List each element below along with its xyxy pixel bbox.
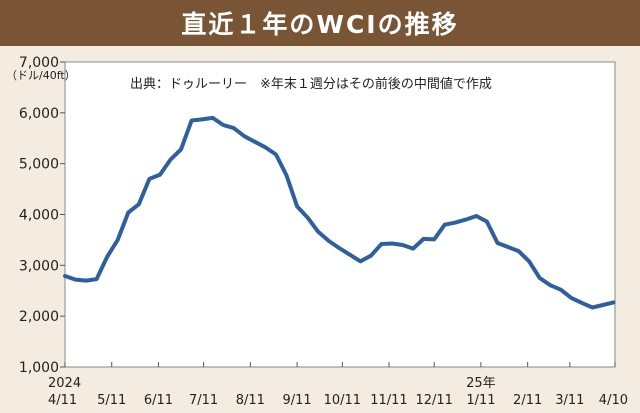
- y-axis-unit: （ドル/40ft）: [6, 69, 76, 82]
- x-tick-label: 10/11: [324, 393, 361, 408]
- x-tick-label: 8/11: [236, 393, 265, 408]
- x-tick-label: 2/11: [513, 393, 542, 408]
- x-tick-year-label: 25年: [466, 376, 496, 391]
- x-tick-label: 9/11: [282, 393, 311, 408]
- x-tick-label: 7/11: [189, 393, 218, 408]
- y-tick-label: 4,000: [19, 208, 59, 224]
- x-axis: 4/11 2024 5/11 6/11 7/11 8/11 9/11 10/11 11/11 12…: [48, 362, 628, 408]
- x-tick-year-label: 2024: [48, 376, 81, 391]
- y-tick-label: 1,000: [19, 360, 59, 376]
- x-tick-label: 1/11: [466, 393, 495, 408]
- chart-title: 直近１年のWCIの推移: [181, 10, 459, 39]
- title-bar: 直近１年のWCIの推移: [0, 0, 640, 46]
- x-tick-label: 5/11: [97, 393, 126, 408]
- x-tick-label: 6/11: [144, 393, 173, 408]
- series-line: [63, 115, 616, 310]
- x-tick-label: 12/11: [415, 393, 452, 408]
- y-tick-label: 2,000: [19, 309, 59, 325]
- y-tick-label: 6,000: [19, 106, 59, 122]
- y-axis: 1,000 2,000 3,000 4,000 5,000 6,000 7,000: [19, 55, 65, 376]
- x-tick-label: 4/10: [599, 393, 628, 408]
- y-tick-label: 5,000: [19, 157, 59, 173]
- source-note: 出典：ドゥルーリー ※年末１週分はその前後の中間値で作成: [130, 76, 492, 92]
- line-chart: 1,000 2,000 3,000 4,000 5,000 6,000 7,000 4/11…: [6, 55, 628, 408]
- y-tick-label: 3,000: [19, 258, 59, 274]
- plot-area: [64, 61, 616, 368]
- y-tick-label: 7,000: [19, 55, 59, 71]
- series-group: [63, 115, 616, 310]
- x-tick-label: 3/11: [555, 393, 584, 408]
- x-tick-label: 11/11: [370, 393, 407, 408]
- x-tick-label: 4/11: [48, 393, 77, 408]
